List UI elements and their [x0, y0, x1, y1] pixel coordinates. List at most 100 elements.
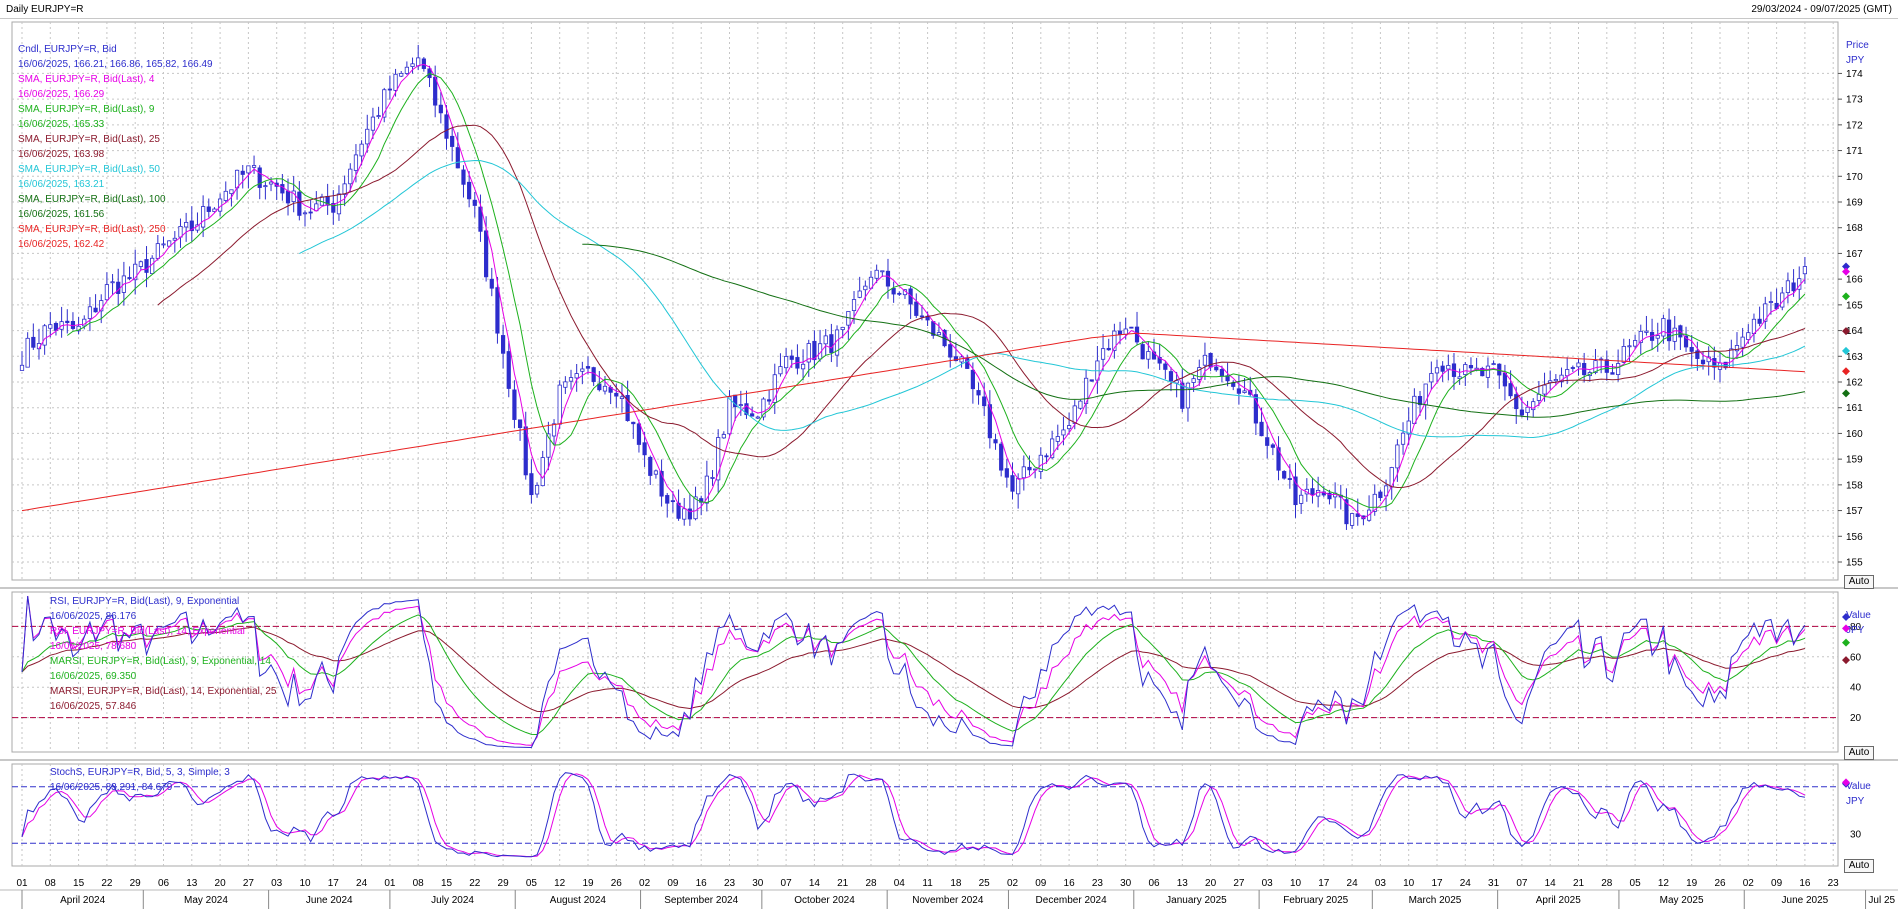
month-label: March 2025: [1409, 895, 1462, 906]
candle-body: [1259, 421, 1264, 437]
day-tick-label: 13: [1177, 878, 1189, 889]
candle-body: [1146, 351, 1151, 360]
price-tick-label: 171: [1846, 146, 1863, 157]
candle-body: [370, 116, 376, 131]
price-panel: [11, 21, 1839, 581]
candle-body: [1174, 380, 1179, 384]
candle-body: [710, 477, 715, 479]
candle-body: [365, 128, 370, 145]
day-tick-label: 06: [1148, 878, 1160, 889]
candle-body: [682, 508, 687, 520]
candle-body: [1429, 373, 1434, 383]
candle-body: [1683, 335, 1689, 348]
candle-body: [1616, 363, 1621, 375]
candle-body: [31, 336, 36, 348]
candle-body: [1406, 420, 1411, 435]
candle-body: [1417, 396, 1423, 406]
candle-body: [1067, 425, 1072, 430]
candle-body: [234, 169, 240, 189]
rsi-tick-label: 40: [1850, 683, 1862, 694]
candle-body: [619, 396, 625, 400]
day-tick-label: 19: [1686, 878, 1698, 889]
candle-body: [789, 355, 794, 360]
legend-entry-name: SMA, EURJPY=R, Bid(Last), 50: [18, 164, 160, 175]
candle-body: [1350, 513, 1355, 526]
candle-body: [1576, 362, 1581, 368]
month-label: February 2025: [1283, 895, 1348, 906]
candle-body: [1372, 493, 1377, 512]
month-label: April 2025: [1536, 895, 1581, 906]
candle-body: [342, 183, 347, 195]
day-tick-label: 18: [950, 878, 962, 889]
legend-entry-value: 16/06/2025, 161.56: [18, 209, 105, 220]
candle-body: [1072, 405, 1077, 424]
candle-body: [382, 89, 387, 118]
day-tick-label: 03: [1375, 878, 1387, 889]
rsi-axis-unit: JPY: [1846, 625, 1865, 636]
last-value-marker: [1842, 292, 1850, 301]
day-tick-label: 02: [1743, 878, 1755, 889]
candle-body: [885, 270, 891, 287]
price-auto-button[interactable]: Auto: [1844, 575, 1874, 589]
candle-body: [404, 66, 409, 74]
candle-body: [1553, 379, 1558, 382]
candle-body: [1655, 335, 1660, 339]
month-label: November 2024: [912, 895, 984, 906]
candle-body: [1661, 318, 1666, 337]
candle-body: [1197, 367, 1202, 380]
candle-body: [76, 325, 81, 332]
candle-body: [1050, 438, 1055, 459]
candle-body: [1768, 301, 1774, 303]
candle-body: [1157, 356, 1162, 364]
candle-body: [829, 334, 834, 353]
day-tick-label: 03: [271, 878, 283, 889]
day-tick-label: 17: [1431, 878, 1443, 889]
candle-body: [297, 191, 302, 216]
rsi-auto-button[interactable]: Auto: [1844, 746, 1874, 760]
marsi9-line: [21, 614, 1806, 736]
legend-entry-name: Cndl, EURJPY=R, Bid: [18, 44, 117, 55]
day-tick-label: 05: [526, 878, 538, 889]
candle-body: [416, 57, 421, 67]
legend-entry-value: 16/06/2025, 166.29: [18, 89, 105, 100]
day-tick-label: 02: [1007, 878, 1019, 889]
day-tick-label: 28: [865, 878, 877, 889]
legend-entry-value: 16/06/2025, 86.176: [50, 611, 137, 622]
stoch-panel: [11, 763, 1839, 867]
day-tick-label: 14: [809, 878, 821, 889]
candle-body: [784, 356, 789, 369]
last-value-marker: [1842, 389, 1850, 398]
candle-body: [880, 270, 885, 273]
candle-body: [1802, 266, 1807, 275]
candle-body: [1480, 367, 1485, 377]
candle-body: [750, 413, 755, 417]
last-value-marker: [1842, 613, 1850, 622]
day-tick-label: 03: [1262, 878, 1274, 889]
candle-body: [812, 340, 817, 361]
candle-body: [1078, 400, 1083, 409]
candle-body: [1570, 367, 1575, 369]
candle-body: [1163, 363, 1168, 370]
candle-body: [1038, 454, 1043, 472]
sma50-line: [299, 159, 1806, 439]
candle-body: [172, 237, 177, 241]
candle-body: [914, 301, 919, 316]
candle-body: [823, 335, 828, 345]
month-label: July 2024: [431, 895, 474, 906]
candle-body: [500, 335, 506, 354]
last-value-marker: [1842, 346, 1850, 355]
sma9-line: [67, 73, 1806, 508]
candle-body: [591, 367, 596, 382]
price-tick-label: 163: [1846, 352, 1863, 363]
candle-body: [410, 63, 415, 67]
stoch-auto-button[interactable]: Auto: [1844, 859, 1874, 873]
candle-body: [251, 165, 257, 168]
day-tick-label: 22: [101, 878, 113, 889]
day-tick-label: 11: [922, 878, 933, 889]
candle-body: [229, 189, 234, 195]
candle-body: [665, 495, 670, 504]
candle-body: [540, 457, 545, 487]
sma250-line: [21, 332, 1805, 512]
candle-body: [70, 321, 76, 329]
